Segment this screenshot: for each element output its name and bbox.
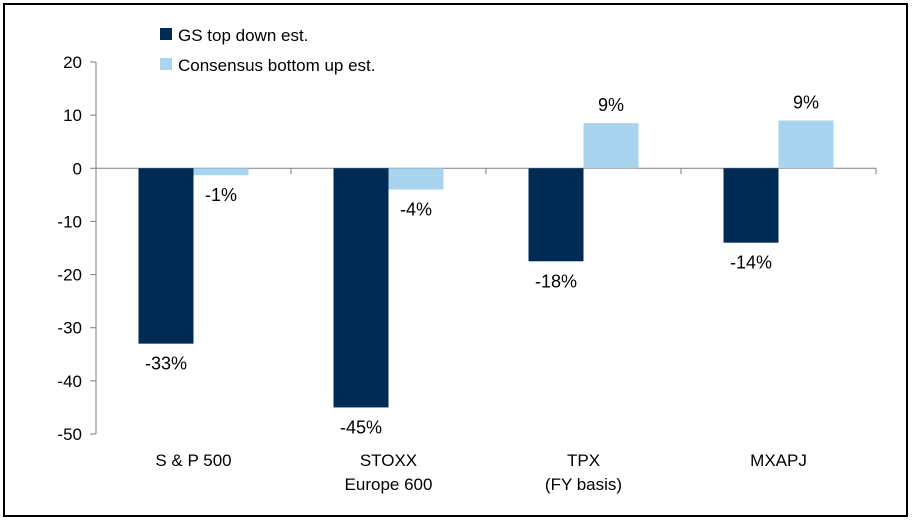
y-tick-label: -30 [57, 319, 82, 338]
data-label: 9% [598, 95, 624, 115]
bar-gs-top-down [528, 168, 584, 262]
bars [138, 120, 834, 408]
category-label: TPX [567, 451, 600, 470]
legend-swatch [160, 58, 172, 70]
data-label: -1% [205, 185, 237, 205]
y-tick-label: 10 [63, 106, 82, 125]
bar-consensus-bottom-up [193, 168, 249, 176]
category-label: MXAPJ [750, 451, 807, 470]
data-labels: -33% -1% -45% -4% -18% 9% -14% 9% [145, 92, 819, 437]
legend-swatch [160, 28, 172, 40]
y-tick-label: 20 [63, 53, 82, 72]
legend-label: GS top down est. [178, 26, 308, 45]
bar-consensus-bottom-up [388, 168, 444, 190]
category-label: STOXX [360, 451, 417, 470]
data-label: -33% [145, 354, 187, 374]
bar-gs-top-down [333, 168, 389, 408]
bar-consensus-bottom-up [778, 120, 834, 169]
y-tick-label: -10 [57, 212, 82, 231]
y-tick-label: -50 [57, 425, 82, 444]
bar-consensus-bottom-up [583, 123, 639, 169]
data-label: -14% [730, 253, 772, 273]
legend: GS top down est. Consensus bottom up est. [160, 26, 376, 75]
category-label: Europe 600 [345, 475, 433, 494]
legend-label: Consensus bottom up est. [178, 56, 376, 75]
bar-gs-top-down [723, 168, 779, 243]
y-tick-label: 0 [73, 159, 82, 178]
y-tick-label: -20 [57, 266, 82, 285]
data-label: -45% [340, 417, 382, 437]
bar-gs-top-down [138, 168, 194, 344]
data-label: -4% [400, 200, 432, 220]
category-label: (FY basis) [545, 475, 622, 494]
category-label: S & P 500 [155, 451, 231, 470]
y-tick-label: -40 [57, 372, 82, 391]
data-label: 9% [793, 92, 819, 112]
data-label: -18% [535, 271, 577, 291]
